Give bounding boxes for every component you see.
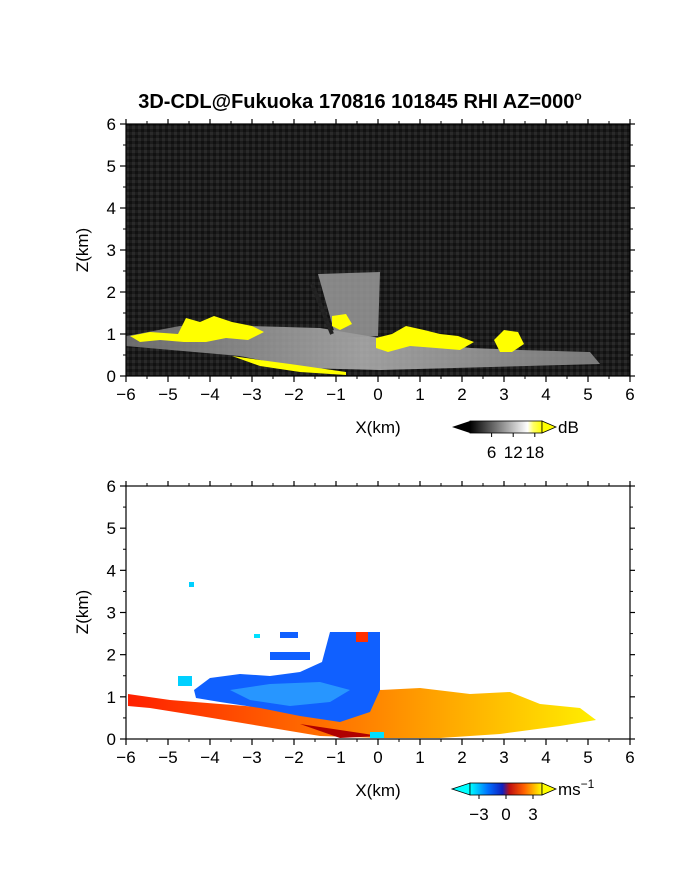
y-tick-label: 2 xyxy=(107,283,116,302)
colorbar1-high-arrow xyxy=(541,420,558,434)
panel2-blue-patch-upper xyxy=(270,652,310,660)
y-tick-label: 0 xyxy=(107,367,116,386)
colorbar-tick-label: 3 xyxy=(528,805,537,824)
colorbar2-ticks: −3 0 3 xyxy=(469,795,538,824)
panel1-yellow-patch-tower xyxy=(332,314,352,330)
colorbar-tick-label: 0 xyxy=(501,805,510,824)
panel2-x-ticks: −6 −5 −4 −3 −2 −1 0 1 2 3 4 5 6 xyxy=(116,481,635,767)
x-tick-label: −5 xyxy=(158,385,177,404)
x-tick-label: 1 xyxy=(415,385,424,404)
x-tick-label: −3 xyxy=(242,748,261,767)
panel2-cyan-near-radar xyxy=(370,732,384,738)
colorbar1-low-arrow xyxy=(452,421,470,433)
x-tick-label: 3 xyxy=(499,748,508,767)
panel2-blue-patch-top xyxy=(280,632,298,638)
y-tick-label: 1 xyxy=(107,688,116,707)
x-tick-label: 4 xyxy=(541,748,550,767)
colorbar-tick-label: 18 xyxy=(525,443,544,462)
x-tick-label: −4 xyxy=(200,385,219,404)
x-tick-label: 0 xyxy=(373,385,382,404)
panel2-xlabel: X(km) xyxy=(355,781,400,800)
panel1-y-ticks: 0 1 2 3 4 5 6 xyxy=(107,115,635,386)
chart-title: 3D-CDL@Fukuoka 170816 101845 RHI AZ=000o xyxy=(138,89,582,113)
panel1-xlabel: X(km) xyxy=(355,418,400,437)
panel1-x-ticks: −6 −5 −4 −3 −2 −1 0 1 2 3 4 5 6 xyxy=(116,119,635,404)
y-tick-label: 6 xyxy=(107,115,116,134)
x-tick-label: 5 xyxy=(583,385,592,404)
y-tick-label: 4 xyxy=(107,199,116,218)
y-tick-label: 4 xyxy=(107,561,116,580)
x-tick-label: 0 xyxy=(373,748,382,767)
panel1-yellow-patch-west xyxy=(130,316,264,342)
x-tick-label: −3 xyxy=(242,385,261,404)
colorbar2-bar xyxy=(469,782,543,796)
colorbar2-high-arrow xyxy=(541,782,558,796)
colorbar1-ticks: 6 12 18 xyxy=(487,433,544,462)
x-tick-label: −4 xyxy=(200,748,219,767)
y-tick-label: 2 xyxy=(107,646,116,665)
panel1-echo xyxy=(126,272,600,375)
panel1-yellow-patch-east xyxy=(494,330,524,352)
colorbar2-low-arrow xyxy=(450,782,471,796)
x-tick-label: −2 xyxy=(284,385,303,404)
panel2-ylabel: Z(km) xyxy=(73,590,92,634)
colorbar-tick-label: 6 xyxy=(487,443,496,462)
colorbar-tick-label: 12 xyxy=(504,443,523,462)
panel1-ylabel: Z(km) xyxy=(73,228,92,272)
x-tick-label: −1 xyxy=(326,748,345,767)
x-tick-label: 6 xyxy=(625,385,634,404)
x-tick-label: −6 xyxy=(116,385,135,404)
panel2-cyan-patch-west xyxy=(178,676,192,686)
panel2-colorbar: ms−1 −3 0 3 xyxy=(450,777,595,824)
y-tick-label: 5 xyxy=(107,157,116,176)
panel2-dark-red-core xyxy=(300,724,380,738)
x-tick-label: 1 xyxy=(415,748,424,767)
x-tick-label: −2 xyxy=(284,748,303,767)
x-tick-label: −6 xyxy=(116,748,135,767)
y-tick-label: 3 xyxy=(107,604,116,623)
x-tick-label: 3 xyxy=(499,385,508,404)
panel2-echo xyxy=(128,582,596,738)
x-tick-label: −1 xyxy=(326,385,345,404)
x-tick-label: 2 xyxy=(457,748,466,767)
panel1-dark-streak xyxy=(310,283,334,335)
y-tick-label: 1 xyxy=(107,325,116,344)
panel2-y-ticks: 0 1 2 3 4 5 6 xyxy=(107,477,635,749)
y-tick-label: 0 xyxy=(107,730,116,749)
y-tick-label: 3 xyxy=(107,241,116,260)
panel2-isolated-echo xyxy=(189,582,194,587)
colorbar2-unit: ms−1 xyxy=(558,777,595,799)
colorbar1-unit: dB xyxy=(558,418,579,437)
x-tick-label: 4 xyxy=(541,385,550,404)
panel1-yellow-ground-band xyxy=(232,356,346,375)
panel1-colorbar: dB 6 12 18 xyxy=(452,418,579,462)
panel2-red-patch-top xyxy=(356,632,368,642)
x-tick-label: 5 xyxy=(583,748,592,767)
x-tick-label: −5 xyxy=(158,748,177,767)
x-tick-label: 6 xyxy=(625,748,634,767)
panel2-cyan-patch xyxy=(254,634,260,638)
colorbar1-bar xyxy=(469,420,543,434)
panel1-yellow-patch-center xyxy=(376,326,474,352)
colorbar-tick-label: −3 xyxy=(469,805,488,824)
x-tick-label: 2 xyxy=(457,385,466,404)
y-tick-label: 5 xyxy=(107,519,116,538)
y-tick-label: 6 xyxy=(107,477,116,496)
panel2-light-blue-core xyxy=(230,682,350,706)
